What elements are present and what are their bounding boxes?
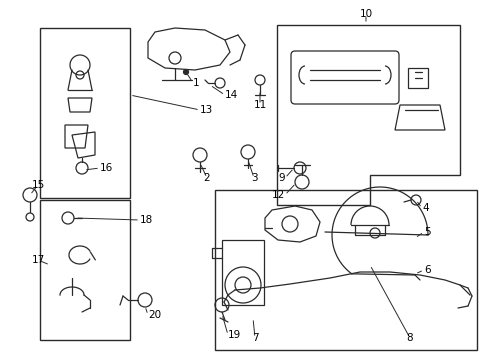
Text: 13: 13	[200, 105, 213, 115]
Text: 16: 16	[100, 163, 113, 173]
Text: 1: 1	[193, 78, 199, 88]
Bar	[222, 240, 264, 305]
Text: 2: 2	[204, 173, 210, 183]
Bar	[215, 190, 477, 350]
Text: 20: 20	[148, 310, 161, 320]
Text: 11: 11	[253, 100, 267, 110]
Text: 3: 3	[251, 173, 257, 183]
Text: 17: 17	[31, 255, 45, 265]
Text: 4: 4	[422, 203, 429, 213]
Text: 10: 10	[360, 9, 372, 19]
Text: 19: 19	[228, 330, 241, 340]
Bar	[40, 200, 130, 340]
Text: 14: 14	[225, 90, 238, 100]
Text: 5: 5	[424, 227, 431, 237]
Text: 7: 7	[252, 333, 258, 343]
Circle shape	[183, 69, 189, 75]
Text: 9: 9	[278, 173, 285, 183]
Text: 6: 6	[424, 265, 431, 275]
Text: 12: 12	[272, 190, 285, 200]
Text: 18: 18	[140, 215, 153, 225]
Text: 8: 8	[407, 333, 413, 343]
Bar	[40, 28, 130, 198]
Text: 15: 15	[31, 180, 45, 190]
